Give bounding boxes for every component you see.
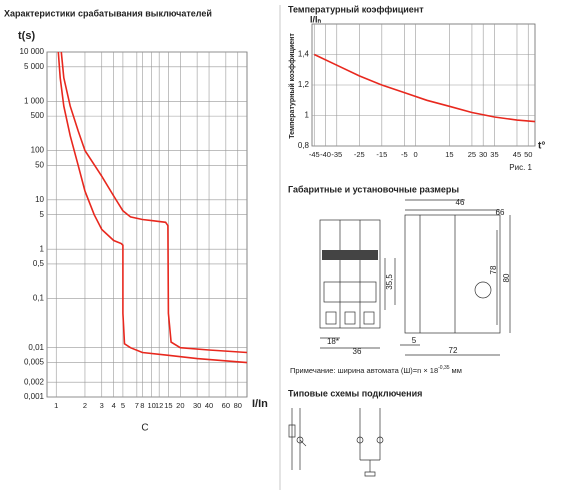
- x-tick-label: -25: [354, 150, 365, 159]
- dimension: 78: [489, 265, 498, 274]
- x-tick-label: 50: [524, 150, 532, 159]
- x-tick-label: 30: [193, 401, 201, 410]
- dimension: 35,5: [385, 274, 394, 290]
- y-tick-label: 1 000: [24, 96, 45, 105]
- y-tick-label: 1: [40, 244, 45, 253]
- y-tick-label: 0,8: [298, 141, 310, 150]
- x-tick-label: 20: [176, 401, 184, 410]
- x-tick-label: 3: [100, 401, 104, 410]
- y-axis-label: t(s): [18, 30, 35, 42]
- y-tick-label: 100: [31, 146, 45, 155]
- plot-area: [46, 51, 248, 398]
- y-tick-label: 10 000: [20, 47, 45, 56]
- y-tick-label: 5 000: [24, 62, 45, 71]
- y-axis-label: I/Iₙ: [310, 14, 322, 24]
- y-tick-label: 0,002: [24, 377, 45, 386]
- x-tick-label: 5: [121, 401, 125, 410]
- dimension: 5: [412, 336, 417, 345]
- x-tick-label: -5: [401, 150, 408, 159]
- side-view: [394, 199, 511, 356]
- y-tick-label: 0,001: [24, 392, 45, 401]
- x-tick-label: 80: [234, 401, 242, 410]
- x-tick-label: 12: [155, 401, 163, 410]
- x-axis-label: I/In: [252, 398, 268, 410]
- x-tick-label: 15: [445, 150, 453, 159]
- x-tick-label: 30: [479, 150, 487, 159]
- dimension: 18*: [327, 337, 339, 346]
- x-tick-label: 2: [83, 401, 87, 410]
- caption: Рис. 1: [509, 163, 532, 172]
- chart-title: Температурный коэффициент: [288, 4, 424, 14]
- y-tick-label: 0,5: [33, 259, 45, 268]
- y-tick-label: 1: [305, 111, 310, 120]
- curve-label: C: [141, 423, 148, 434]
- x-tick-label: 7: [135, 401, 139, 410]
- curve: [60, 51, 248, 354]
- note-unit: мм: [452, 366, 462, 375]
- x-tick-label: 1: [54, 401, 58, 410]
- dimension: 46: [456, 198, 465, 207]
- y-tick-label: 1,4: [298, 50, 310, 59]
- scheme-1: [288, 408, 307, 470]
- x-tick-label: 35: [490, 150, 498, 159]
- x-tick-label: 60: [222, 401, 230, 410]
- chart-title: Характеристики срабатывания выключателей: [4, 8, 212, 18]
- y-tick-label: 0,005: [24, 358, 45, 367]
- note: Примечание: ширина автомата (Ш)=n × 18-0…: [290, 365, 462, 375]
- y-tick-label: 5: [40, 210, 45, 219]
- x-axis-label: t°: [538, 141, 545, 152]
- x-tick-label: -35: [331, 150, 342, 159]
- y-tick-label: 0,1: [33, 294, 45, 303]
- x-tick-label: 25: [468, 150, 476, 159]
- dimension: 80: [502, 273, 511, 282]
- x-tick-label: 8: [140, 401, 144, 410]
- front-view: [319, 219, 386, 349]
- x-tick-label: 4: [112, 401, 116, 410]
- dimension: 36: [353, 347, 362, 356]
- y-tick-label: 500: [31, 111, 45, 120]
- x-tick-label: 45: [513, 150, 521, 159]
- y-tick-label: 50: [35, 161, 44, 170]
- y-tick-label: 0,01: [28, 343, 44, 352]
- section-title: Типовые схемы подключения: [288, 388, 422, 398]
- x-tick-label: -15: [376, 150, 387, 159]
- dimension: 72: [449, 346, 458, 355]
- x-tick-label: 10: [147, 401, 155, 410]
- curve: [313, 53, 536, 123]
- y-tick-label: 10: [35, 195, 44, 204]
- x-tick-label: -40: [320, 150, 331, 159]
- x-tick-label: 0: [414, 150, 418, 159]
- curve: [57, 51, 248, 364]
- x-tick-label: -45: [309, 150, 320, 159]
- y-axis-title: Температурный коэффициент: [288, 33, 296, 139]
- dimension: 66: [496, 208, 505, 217]
- section-title: Габаритные и установочные размеры: [288, 184, 459, 194]
- y-tick-label: 1,2: [298, 80, 310, 89]
- x-tick-label: 15: [164, 401, 172, 410]
- note-sup: -0,35: [438, 365, 450, 371]
- scheme-2: [356, 408, 384, 477]
- note-text: Примечание: ширина автомата (Ш)=n × 18: [290, 366, 438, 375]
- x-tick-label: 40: [205, 401, 213, 410]
